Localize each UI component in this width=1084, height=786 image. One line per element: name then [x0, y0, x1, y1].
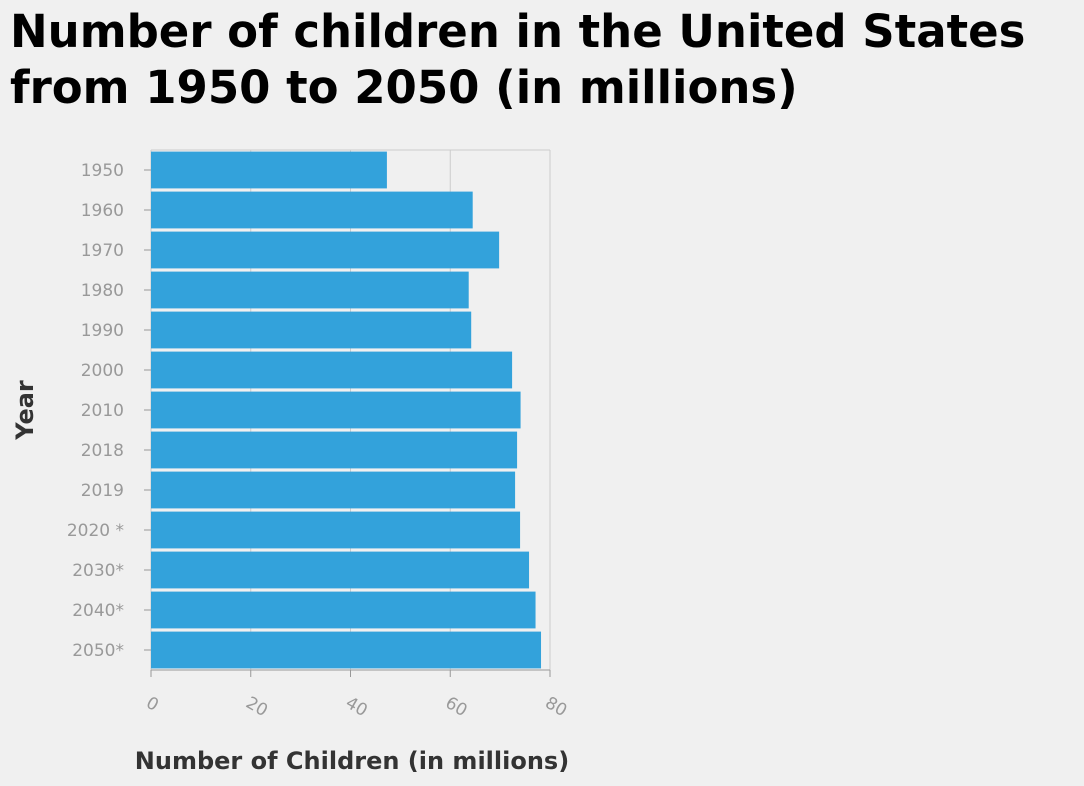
- y-tick-label: 2020 *: [67, 521, 124, 541]
- bar: [151, 351, 513, 389]
- chart-title: Number of children in the United States …: [10, 5, 1026, 114]
- bar: [151, 231, 500, 269]
- bar: [151, 311, 472, 349]
- bar: [151, 191, 473, 229]
- y-tick-label: 1970: [81, 241, 124, 261]
- y-tick-label: 2050*: [72, 641, 124, 661]
- y-tick-label: 1990: [81, 321, 124, 341]
- bars: [151, 151, 542, 669]
- x-axis-title: Number of Children (in millions): [135, 747, 569, 775]
- y-tick-label: 2000: [81, 361, 124, 381]
- y-tick-label: 2019: [81, 481, 124, 501]
- bar: [151, 511, 521, 549]
- y-tick-label: 2018: [81, 441, 124, 461]
- bar: [151, 551, 530, 589]
- y-axis-title: Year: [11, 380, 39, 441]
- bar: [151, 151, 387, 189]
- bar: [151, 431, 518, 469]
- y-tick-label: 2010: [81, 401, 124, 421]
- bar: [151, 271, 469, 309]
- y-tick-label: 2040*: [72, 601, 124, 621]
- bar: [151, 391, 521, 429]
- y-tick-label: 1950: [81, 161, 124, 181]
- x-tick-label: 80: [542, 693, 571, 721]
- y-tick-label: 2030*: [72, 561, 124, 581]
- bar: [151, 631, 542, 669]
- x-tick-label: 40: [342, 693, 371, 721]
- bar: [151, 591, 536, 629]
- y-tick-label: 1980: [81, 281, 124, 301]
- x-tick-label: 0: [143, 693, 162, 716]
- x-tick-label: 60: [442, 693, 471, 721]
- y-tick-label: 1960: [81, 201, 124, 221]
- x-tick-label: 20: [242, 693, 271, 721]
- bar: [151, 471, 516, 509]
